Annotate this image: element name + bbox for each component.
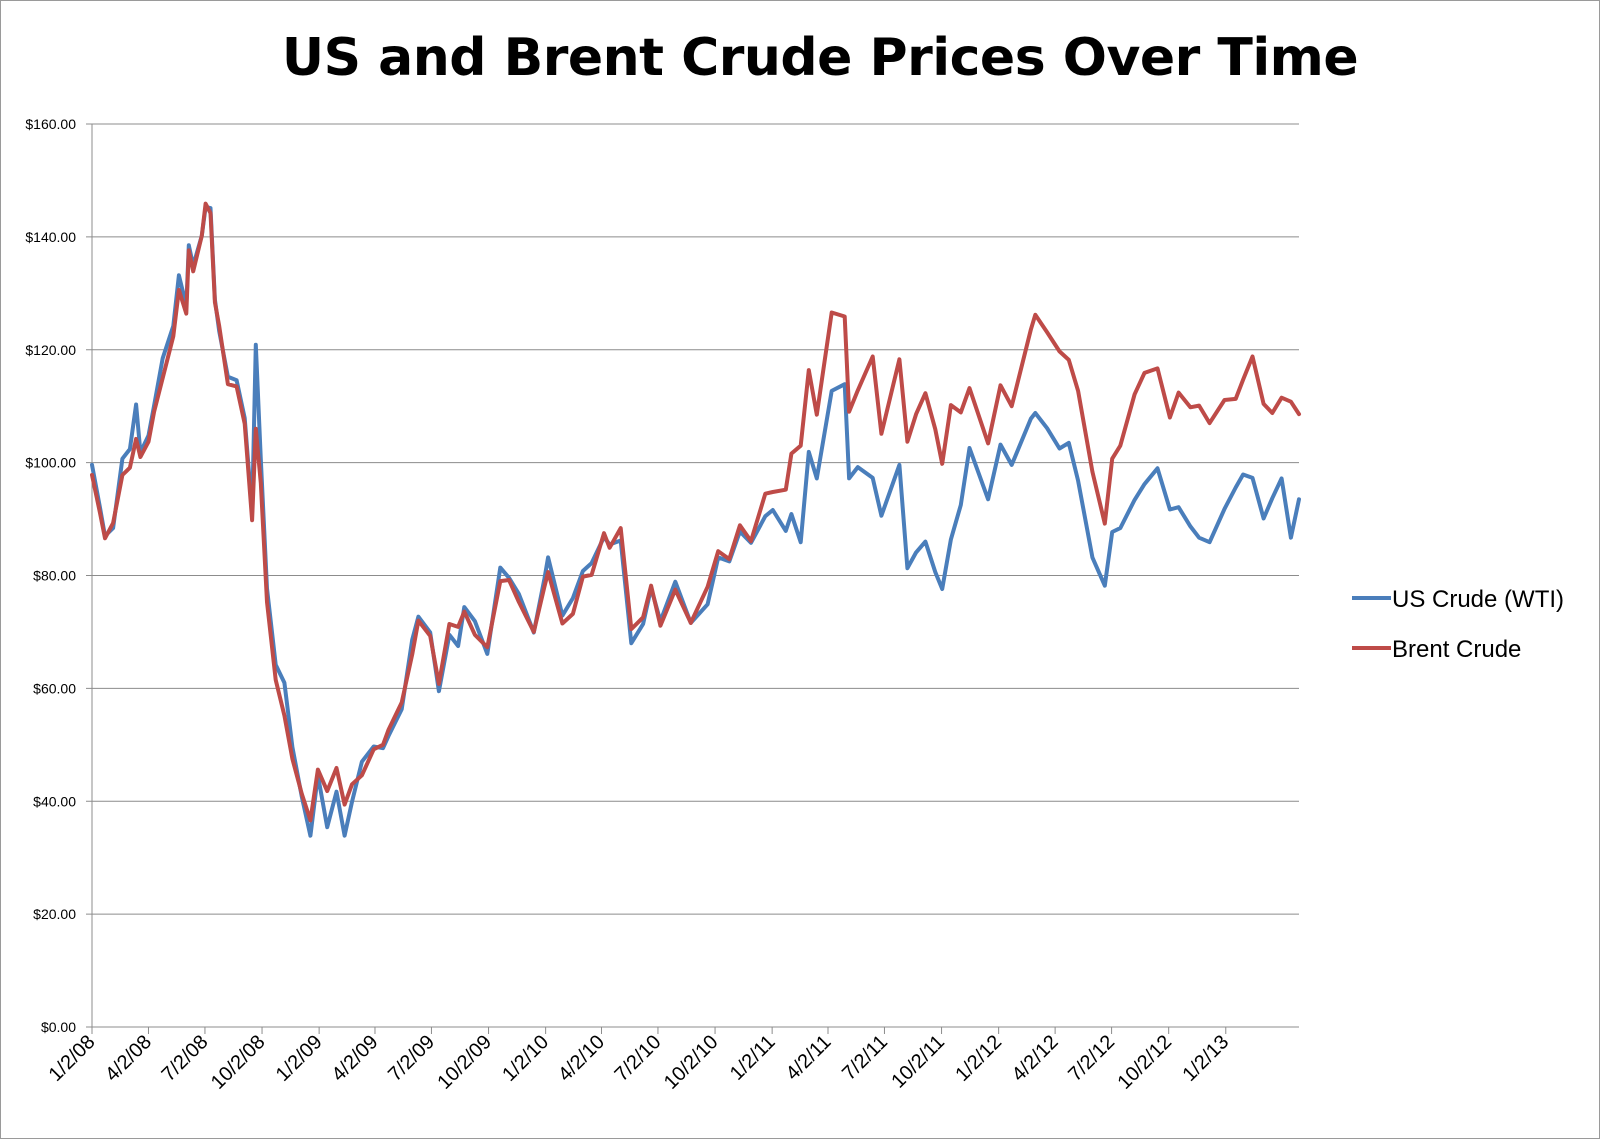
x-tick-label: 10/2/11 [887,1031,949,1093]
x-tick-label: 7/2/09 [384,1031,439,1086]
x-tick-label: 1/2/12 [951,1031,1006,1086]
y-tick-label: $140.00 [25,229,76,245]
y-tick-label: $60.00 [33,680,76,696]
x-tick-label: 1/2/08 [45,1031,100,1086]
x-tick-label: 4/2/08 [101,1031,156,1086]
legend-label: Brent Crude [1392,636,1521,663]
y-tick-label: $100.00 [25,455,76,471]
x-tick-label: 7/2/10 [611,1031,666,1086]
legend-label: US Crude (WTI) [1392,586,1564,613]
x-tick-label: 1/2/10 [498,1031,553,1086]
series-line [90,205,1301,838]
x-tick-label: 1/2/13 [1178,1031,1233,1086]
x-tick-label: 10/2/10 [660,1031,723,1094]
y-tick-label: $40.00 [33,793,76,809]
legend: US Crude (WTI) Brent Crude [1352,586,1564,663]
y-axis-ticks: $0.00 $20.00 $40.00 $60.00 $80.00 $100.00 $120… [25,116,92,1035]
x-tick-label: 7/2/11 [838,1031,892,1085]
x-tick-label: 10/2/12 [1113,1031,1176,1094]
x-tick-label: 10/2/09 [433,1031,496,1094]
x-tick-label: 7/2/12 [1064,1031,1119,1086]
x-tick-label: 1/2/11 [726,1031,780,1085]
y-tick-label: $0.00 [41,1019,76,1035]
y-tick-label: $20.00 [33,906,76,922]
series-lines [90,201,1301,838]
y-tick-label: $80.00 [33,568,76,584]
x-tick-label: 10/2/08 [207,1031,270,1094]
x-tick-label: 4/2/09 [328,1031,383,1086]
x-tick-label: 4/2/11 [782,1031,836,1085]
series-line [90,201,1301,823]
x-tick-label: 1/2/09 [272,1031,327,1086]
chart-title: US and Brent Crude Prices Over Time [281,28,1359,88]
y-tick-label: $120.00 [25,342,76,358]
x-tick-label: 4/2/10 [554,1031,609,1086]
x-tick-label: 4/2/12 [1008,1031,1063,1086]
y-tick-label: $160.00 [25,116,76,132]
x-tick-label: 7/2/08 [158,1031,213,1086]
gridlines [92,123,1299,915]
